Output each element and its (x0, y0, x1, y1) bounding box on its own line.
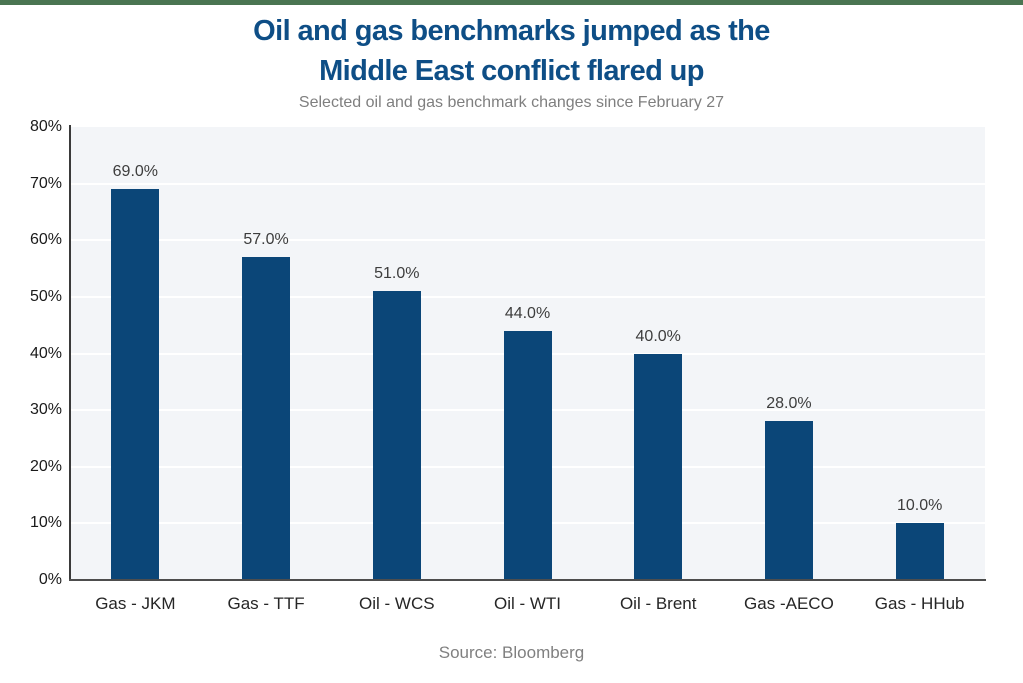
bar-value-label: 57.0% (243, 231, 289, 249)
y-tick-label: 70% (29, 174, 62, 192)
bar (111, 189, 160, 580)
bar (372, 291, 421, 580)
x-tick-label: Gas - TTF (227, 594, 305, 613)
y-tick-label: 20% (29, 457, 62, 475)
x-tick-label: Gas - JKM (95, 594, 176, 613)
gridline (70, 182, 985, 185)
gridline (70, 295, 985, 298)
source-label: Source: Bloomberg (438, 643, 585, 662)
chart-title-line2: Middle East conflict flared up (319, 55, 704, 87)
y-tick-label: 30% (29, 401, 62, 419)
x-axis-line (69, 579, 986, 581)
bar-value-label: 51.0% (374, 265, 420, 283)
bar-value-label: 40.0% (635, 327, 681, 345)
x-tick-label: Gas - HHub (874, 594, 965, 613)
chart-title-line1: Oil and gas benchmarks jumped as the (253, 15, 770, 47)
y-tick-label: 10% (29, 514, 62, 532)
y-tick-label: 60% (29, 231, 62, 249)
x-tick-label: Oil - Brent (619, 594, 697, 613)
bar-value-label: 28.0% (766, 395, 812, 413)
y-tick-label: 80% (29, 118, 62, 135)
bar (895, 523, 944, 580)
y-tick-label: 0% (38, 571, 62, 588)
y-tick-label: 40% (29, 344, 62, 362)
x-tick-label: Oil - WTI (493, 594, 562, 613)
bar-value-label: 44.0% (504, 304, 551, 322)
bar (634, 353, 683, 580)
bar (503, 330, 552, 580)
x-tick-label: Gas -AECO (744, 594, 834, 613)
bar (242, 257, 291, 580)
y-axis-line (69, 125, 71, 581)
bar-value-label: 10.0% (896, 497, 943, 515)
chart-title: Oil and gas benchmarks jumped as the Mid… (0, 11, 1023, 91)
bar-value-label: 69.0% (112, 163, 159, 181)
bar (764, 421, 813, 580)
chart-subtitle: Selected oil and gas benchmark changes s… (298, 94, 725, 111)
top-accent-bar (0, 0, 1023, 5)
x-tick-label: Oil - WCS (359, 594, 435, 613)
gridline (70, 239, 985, 242)
y-tick-label: 50% (29, 287, 62, 305)
